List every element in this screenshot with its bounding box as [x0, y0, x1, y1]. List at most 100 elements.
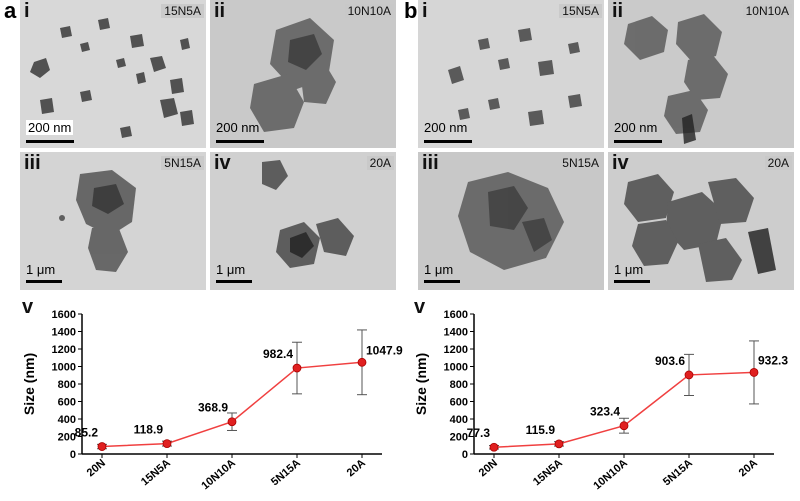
image-roman-label: iv — [214, 152, 231, 174]
tem-image-b-i: i 15N5A 200 nm — [418, 0, 604, 148]
x-tick-label: 20N — [85, 457, 108, 479]
data-point — [749, 368, 759, 377]
tem-image-b-ii: ii 10N10A 200 nm — [608, 0, 794, 148]
chart-svg: 0 200 400 600 800 1000 1200 1400 1600 Size (nm) 20… — [413, 309, 788, 492]
y-tick-label: 600 — [58, 397, 76, 409]
y-tick-label: 1200 — [444, 344, 468, 356]
chart-roman-label: v — [22, 296, 34, 318]
x-tick-label: 15N5A — [139, 457, 173, 488]
tem-image-b-iii: iii 5N15A 1 μm — [418, 152, 604, 290]
image-roman-label: iv — [612, 152, 629, 174]
size-chart-a: v 0 200 400 600 800 1000 1200 1400 1600 Size (nm)… — [20, 296, 403, 500]
tem-particles — [250, 18, 336, 132]
scale-bar — [26, 140, 74, 143]
data-label: 982.4 — [263, 347, 293, 361]
data-label: 932.3 — [758, 353, 788, 367]
y-tick-label: 1600 — [52, 309, 76, 321]
data-label: 85.2 — [75, 426, 99, 440]
tem-image-a-iii: iii 5N15A 1 μm — [20, 152, 206, 290]
data-label: 903.6 — [655, 354, 685, 368]
x-tick-label: 10N10A — [591, 457, 630, 492]
scale-bar-label: 200 nm — [424, 120, 468, 135]
x-tick-label: 20A — [345, 457, 368, 479]
data-point — [162, 439, 172, 448]
x-tick-label: 5N15A — [269, 457, 303, 488]
data-label: 118.9 — [134, 423, 164, 437]
sample-label: 20A — [366, 156, 394, 170]
scale-bar — [216, 280, 252, 283]
size-chart-b: v 0 200 400 600 800 1000 1200 1400 1600 Size (nm)… — [412, 296, 792, 500]
data-point — [619, 421, 629, 431]
y-tick-label: 1400 — [52, 327, 76, 339]
sample-label: 15N5A — [559, 4, 602, 18]
y-axis-label: Size (nm) — [21, 353, 37, 415]
x-tick-label: 10N10A — [199, 457, 238, 492]
y-tick-label: 1000 — [52, 362, 76, 374]
image-roman-label: ii — [214, 0, 226, 22]
data-point — [357, 357, 367, 367]
data-label: 368.9 — [198, 401, 228, 415]
tem-image-a-ii: ii 10N10A 200 nm — [210, 0, 396, 148]
data-point — [489, 442, 499, 452]
y-tick-label: 1200 — [52, 344, 76, 356]
y-tick-label: 1400 — [444, 327, 468, 339]
sample-label: 10N10A — [742, 4, 792, 18]
y-axis-label: Size (nm) — [413, 353, 429, 415]
y-tick-label: 1600 — [444, 309, 468, 321]
scale-bar — [216, 140, 264, 143]
x-tick-label: 5N15A — [661, 457, 695, 488]
data-point — [554, 439, 564, 449]
y-tick-label: 0 — [70, 449, 76, 461]
y-tick-label: 0 — [462, 449, 468, 461]
scale-bar-label: 200 nm — [26, 120, 74, 135]
y-tick-label: 1000 — [444, 362, 468, 374]
tem-particles — [458, 172, 564, 270]
x-tick-label: 20N — [477, 457, 500, 479]
scale-bar — [424, 140, 472, 143]
x-tick-label: 15N5A — [531, 457, 565, 488]
data-label: 77.3 — [467, 426, 491, 440]
panel-label-b: b — [404, 0, 418, 23]
scale-bar-label: 1 μm — [216, 262, 246, 277]
sample-label: 20A — [764, 156, 792, 170]
tem-particles — [59, 170, 136, 272]
panel-label-a: a — [4, 0, 17, 23]
scale-bar-label: 1 μm — [614, 262, 644, 277]
scale-bar-label: 1 μm — [424, 262, 454, 277]
y-tick-label: 200 — [450, 432, 468, 444]
data-point — [292, 363, 302, 373]
scale-bar — [614, 140, 662, 143]
y-tick-label: 200 — [58, 432, 76, 444]
y-tick-label: 600 — [450, 397, 468, 409]
x-tick-label: 20A — [737, 457, 760, 479]
y-tick-label: 400 — [58, 414, 76, 426]
sample-label: 15N5A — [161, 4, 204, 18]
y-tick-label: 800 — [450, 379, 468, 391]
sample-label: 5N15A — [559, 156, 602, 170]
tem-particles — [262, 160, 354, 268]
data-label: 115.9 — [526, 423, 556, 437]
sample-label: 10N10A — [344, 4, 394, 18]
y-tick-label: 400 — [450, 414, 468, 426]
tem-particles — [624, 174, 776, 282]
image-roman-label: iii — [24, 152, 41, 174]
data-label: 1047.9 — [366, 343, 403, 357]
scale-bar-label: 200 nm — [614, 120, 658, 135]
image-roman-label: ii — [612, 0, 624, 22]
scale-bar — [614, 280, 650, 283]
data-point — [684, 370, 694, 380]
scale-bar-label: 200 nm — [216, 120, 260, 135]
sample-label: 5N15A — [161, 156, 204, 170]
tem-image-b-iv: iv 20A 1 μm — [608, 152, 794, 290]
image-roman-label: iii — [422, 152, 439, 174]
image-roman-label: i — [24, 0, 30, 22]
data-point — [227, 417, 237, 427]
scale-bar — [424, 280, 460, 283]
image-roman-label: i — [422, 0, 428, 22]
scale-bar — [26, 280, 62, 283]
data-point — [97, 442, 107, 451]
tem-particles — [624, 14, 728, 144]
tem-image-a-i: i 15N5A 200 nm — [20, 0, 206, 148]
scale-bar-label: 1 μm — [26, 262, 56, 277]
tem-particles — [448, 28, 582, 126]
